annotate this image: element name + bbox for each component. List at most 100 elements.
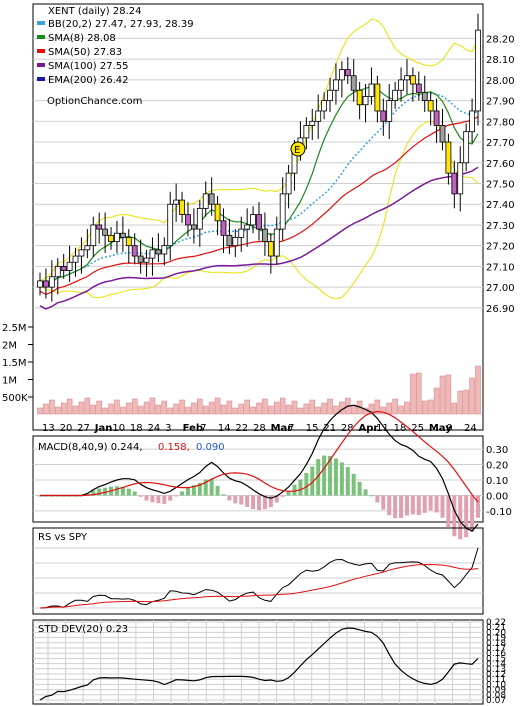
volume-tick-label: 1M <box>2 376 17 387</box>
macd-histogram-bar <box>174 495 179 497</box>
macd-histogram-bar <box>144 495 149 501</box>
stddev-tick-label: 0.18 <box>486 639 506 649</box>
candle-body <box>362 96 369 106</box>
macd-histogram-bar <box>452 495 457 537</box>
price-tick-label: 27.80 <box>486 117 515 128</box>
volume-bar <box>416 372 422 415</box>
legend-entry: EMA(200) 26.42 <box>48 75 128 86</box>
candle-body <box>90 224 97 247</box>
volume-bar <box>285 404 292 415</box>
volume-bar <box>315 406 321 415</box>
volume-bar <box>309 399 316 415</box>
stddev-tick-label: 0.12 <box>486 670 506 680</box>
rs-average-line <box>39 563 479 609</box>
macd-histogram-bar <box>446 495 451 527</box>
macd-histogram-bar <box>393 495 398 519</box>
volume-bar <box>49 399 55 415</box>
volume-bar <box>279 397 286 415</box>
candle-body <box>196 207 203 230</box>
watermark: OptionChance.com <box>47 96 142 107</box>
macd-histogram-bar <box>470 495 475 532</box>
volume-bar <box>475 365 481 415</box>
volume-bar <box>321 402 327 415</box>
macd-histogram-bar <box>262 495 267 510</box>
rs-panel <box>32 527 484 615</box>
volume-bar <box>208 401 215 415</box>
bb-upper-line <box>39 18 479 282</box>
price-tick-label: 27.30 <box>486 221 515 232</box>
volume-bar <box>120 406 126 415</box>
candle-body <box>119 232 126 238</box>
volume-bar <box>143 401 150 415</box>
candle-body <box>433 110 440 126</box>
macd-histogram-bar <box>268 495 273 508</box>
macd-histogram-bar <box>410 495 415 515</box>
macd-histogram-bar <box>132 491 137 496</box>
volume-bar <box>37 407 43 415</box>
macd-histogram-bar <box>304 472 309 496</box>
volume-bar <box>262 398 268 415</box>
x-tick-label: Mar <box>271 423 293 434</box>
macd-histogram-bar <box>280 495 285 497</box>
macd-histogram-bar <box>168 495 173 501</box>
volume-tick-label: 2.5M <box>2 323 27 334</box>
candle-body <box>285 172 292 195</box>
candle-body <box>114 232 120 242</box>
volume-bar <box>60 402 67 415</box>
macd-histogram-bar <box>369 495 374 497</box>
price-tick-label: 27.70 <box>486 138 515 149</box>
chart-title: XENT (daily) 28.24 <box>48 6 142 17</box>
candle-body <box>78 249 85 257</box>
macd-histogram-bar <box>91 490 96 496</box>
macd-histogram-bar <box>357 481 362 496</box>
x-tick-label: 14 <box>218 423 231 434</box>
macd-histogram-bar <box>138 495 143 497</box>
candle-body <box>421 91 428 102</box>
macd-line <box>40 404 479 532</box>
legend-swatch <box>37 35 45 39</box>
macd-histogram-bar <box>191 485 196 496</box>
volume-bar <box>327 398 333 415</box>
macd-tick-label: 0.10 <box>486 476 508 487</box>
candle-body <box>208 193 215 205</box>
stddev-tick-label: 0.16 <box>486 649 506 659</box>
volume-bar <box>173 403 179 415</box>
x-tick-label: 15 <box>306 423 319 434</box>
candle-body <box>161 245 168 255</box>
volume-bar <box>445 374 452 415</box>
macd-histogram-bar <box>428 495 433 511</box>
price-tick-label: 27.50 <box>486 180 515 191</box>
x-tick-label: 20 <box>60 423 73 434</box>
sma100-line <box>39 166 479 310</box>
candle-body <box>214 203 221 222</box>
volume-tick-label: 2M <box>2 341 17 352</box>
candle-body <box>179 199 185 215</box>
candle-body <box>338 69 345 81</box>
candle-body <box>185 214 191 226</box>
candle-body <box>327 89 333 102</box>
macd-histogram-bar <box>257 495 261 511</box>
stddev-tick-label: 0.17 <box>486 644 506 654</box>
macd-hist-value: 0.090 <box>196 442 225 453</box>
volume-bar <box>126 402 132 415</box>
stddev-title: STD DEV(20) 0.23 <box>38 624 128 635</box>
volume-bar <box>427 399 434 415</box>
macd-histogram-bar <box>203 479 208 496</box>
legend-swatch <box>37 21 45 25</box>
x-tick-label: 28 <box>341 423 354 434</box>
volume-bar <box>268 405 274 415</box>
macd-histogram-bar <box>316 459 321 496</box>
volume-bar <box>469 377 475 415</box>
candle-body <box>398 79 404 91</box>
candle-body <box>356 89 363 106</box>
macd-signal-value: 0.158, <box>158 442 190 453</box>
candle-body <box>137 255 144 263</box>
x-tick-label: 24 <box>148 423 161 434</box>
rs-title: RS vs SPY <box>38 532 88 543</box>
macd-histogram-bar <box>434 495 439 513</box>
macd-signal-line <box>40 410 479 503</box>
candle-body <box>445 141 452 174</box>
earnings-marker-icon <box>290 141 306 157</box>
legend-entry: SMA(100) 27.55 <box>48 61 129 72</box>
